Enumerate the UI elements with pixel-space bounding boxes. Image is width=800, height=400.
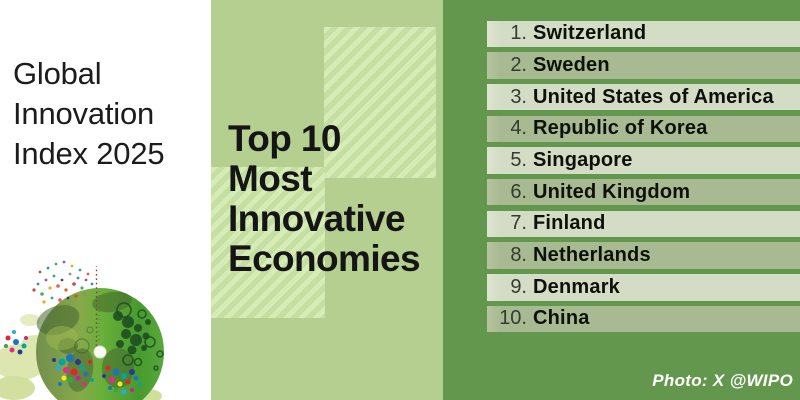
- rank-number: 8.: [510, 244, 527, 267]
- rank-number: 9.: [510, 275, 527, 298]
- dark-ring-cluster: [116, 302, 164, 371]
- rank-number: 7.: [510, 212, 527, 235]
- ranking-row-10: 10. China: [487, 305, 800, 333]
- main-title: Top 10 Most Innovative Economies: [228, 119, 443, 279]
- globe-center-dot: [93, 345, 107, 359]
- color-cluster-c: [4, 330, 28, 355]
- country-name: China: [533, 307, 590, 330]
- country-name: Finland: [533, 212, 606, 235]
- middle-panel: Top 10 Most Innovative Economies: [211, 0, 443, 400]
- rank-number: 4.: [510, 117, 527, 140]
- ranking-row-7: 7. Finland: [487, 210, 800, 238]
- continent-shapes: [36, 291, 134, 392]
- pale-map-shapes: [0, 314, 162, 400]
- rank-number: 2.: [510, 53, 527, 76]
- gii-title: Global Innovation Index 2025: [13, 56, 165, 171]
- ranking-row-4: 4. Republic of Korea: [487, 115, 800, 143]
- stripe-band-vertical: [324, 27, 436, 178]
- color-cluster-b: [102, 365, 142, 395]
- main-title-line: Most: [228, 158, 313, 199]
- photo-credit: Photo: X @WIPO: [652, 371, 793, 390]
- stripe-band-horizontal: [211, 167, 325, 318]
- main-title-line: Innovative: [228, 198, 406, 239]
- country-name: Switzerland: [533, 22, 647, 45]
- color-cluster-a: [52, 354, 94, 386]
- left-panel: Global Innovation Index 2025: [0, 0, 211, 400]
- rank-number: 3.: [510, 85, 527, 108]
- main-title-line: Economies: [228, 238, 421, 279]
- ranking-row-3: 3. United States of America: [487, 83, 800, 111]
- ranking-row-6: 6. United Kingdom: [487, 178, 800, 206]
- country-name: United States of America: [533, 85, 774, 108]
- country-name: Denmark: [533, 275, 620, 298]
- ranking-row-2: 2. Sweden: [487, 52, 800, 79]
- ranking-row-5: 5. Singapore: [487, 147, 800, 174]
- country-name: Sweden: [533, 53, 610, 76]
- ranking-row-9: 9. Denmark: [487, 274, 800, 301]
- country-name: Republic of Korea: [533, 117, 708, 140]
- rank-number: 1.: [510, 22, 527, 45]
- ranking-list: 1. Switzerland 2. Sweden 3. United State…: [487, 20, 800, 338]
- rank-number: 6.: [510, 180, 527, 203]
- country-name: Singapore: [533, 149, 633, 171]
- main-title-line: Top 10: [228, 118, 342, 159]
- ranking-row-1: 1. Switzerland: [487, 20, 800, 47]
- rank-number: 10.: [499, 307, 527, 330]
- country-name: Netherlands: [533, 244, 651, 267]
- scatter-dots: [32, 260, 94, 304]
- ranking-row-8: 8. Netherlands: [487, 242, 800, 269]
- country-name: United Kingdom: [533, 180, 691, 203]
- dark-dot-cluster: [113, 311, 151, 355]
- right-panel: 1. Switzerland 2. Sweden 3. United State…: [443, 0, 800, 400]
- rank-number: 5.: [510, 149, 527, 171]
- globe-icon: [0, 260, 164, 400]
